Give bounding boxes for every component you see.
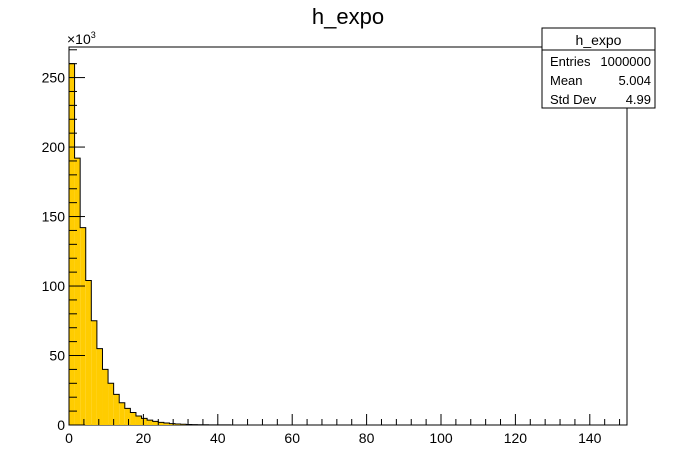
- y-tick-label: 200: [42, 139, 66, 155]
- histogram-bar: [141, 418, 148, 425]
- histogram-bar: [74, 158, 81, 426]
- histogram-bar: [96, 348, 103, 425]
- x-tick-label: 120: [504, 430, 528, 446]
- stats-box: h_expo Entries 1000000 Mean 5.004 Std Dev 4.9…: [541, 27, 656, 109]
- histogram-bar: [108, 383, 114, 425]
- histogram-bar: [130, 412, 136, 425]
- histogram-bars: [69, 63, 237, 426]
- histogram-bar: [158, 422, 164, 425]
- histogram-bar: [102, 369, 109, 425]
- histogram-bar: [91, 320, 97, 425]
- x-tick-label: 40: [210, 430, 226, 446]
- y-axis: 0 50 100 150 200 250: [42, 49, 85, 433]
- y-tick-label: 0: [57, 417, 65, 433]
- x-tick-label: 0: [65, 430, 73, 446]
- stats-box-rows: Entries 1000000 Mean 5.004 Std Dev 4.99: [550, 54, 651, 107]
- histogram-bar: [124, 408, 131, 425]
- x-tick-label: 100: [429, 430, 453, 446]
- stats-row-label: Entries: [550, 54, 591, 69]
- histogram-bar: [113, 394, 120, 425]
- histogram-outline: [68, 63, 237, 426]
- stats-row-value: 4.99: [626, 92, 651, 107]
- stats-row-label: Mean: [550, 73, 583, 88]
- histogram-bar: [80, 227, 86, 425]
- stats-row-label: Std Dev: [550, 92, 597, 107]
- stats-row-value: 1000000: [600, 54, 651, 69]
- x-tick-label: 60: [284, 430, 300, 446]
- stats-box-title: h_expo: [576, 32, 622, 48]
- y-tick-label: 250: [42, 70, 66, 86]
- stats-row-value: 5.004: [618, 73, 651, 88]
- histogram-bar: [119, 402, 125, 425]
- y-tick-label: 100: [42, 278, 66, 294]
- histogram-bar: [85, 280, 92, 425]
- histogram-bar: [152, 421, 159, 425]
- x-tick-label: 140: [578, 430, 602, 446]
- histogram-bar: [135, 415, 142, 425]
- histogram-bar: [163, 423, 170, 425]
- x-tick-label: 80: [359, 430, 375, 446]
- y-multiplier-label: ×103: [67, 30, 96, 47]
- histogram-bar: [147, 420, 153, 425]
- x-axis: 0 20 40 60 80 100 120 140: [65, 414, 621, 446]
- y-tick-label: 50: [49, 348, 65, 364]
- y-tick-label: 150: [42, 209, 66, 225]
- histogram-bar: [175, 423, 181, 425]
- stats-box-frame: [541, 27, 656, 109]
- x-tick-label: 20: [136, 430, 152, 446]
- chart-title: h_expo: [312, 4, 384, 29]
- histogram-bar: [169, 423, 176, 425]
